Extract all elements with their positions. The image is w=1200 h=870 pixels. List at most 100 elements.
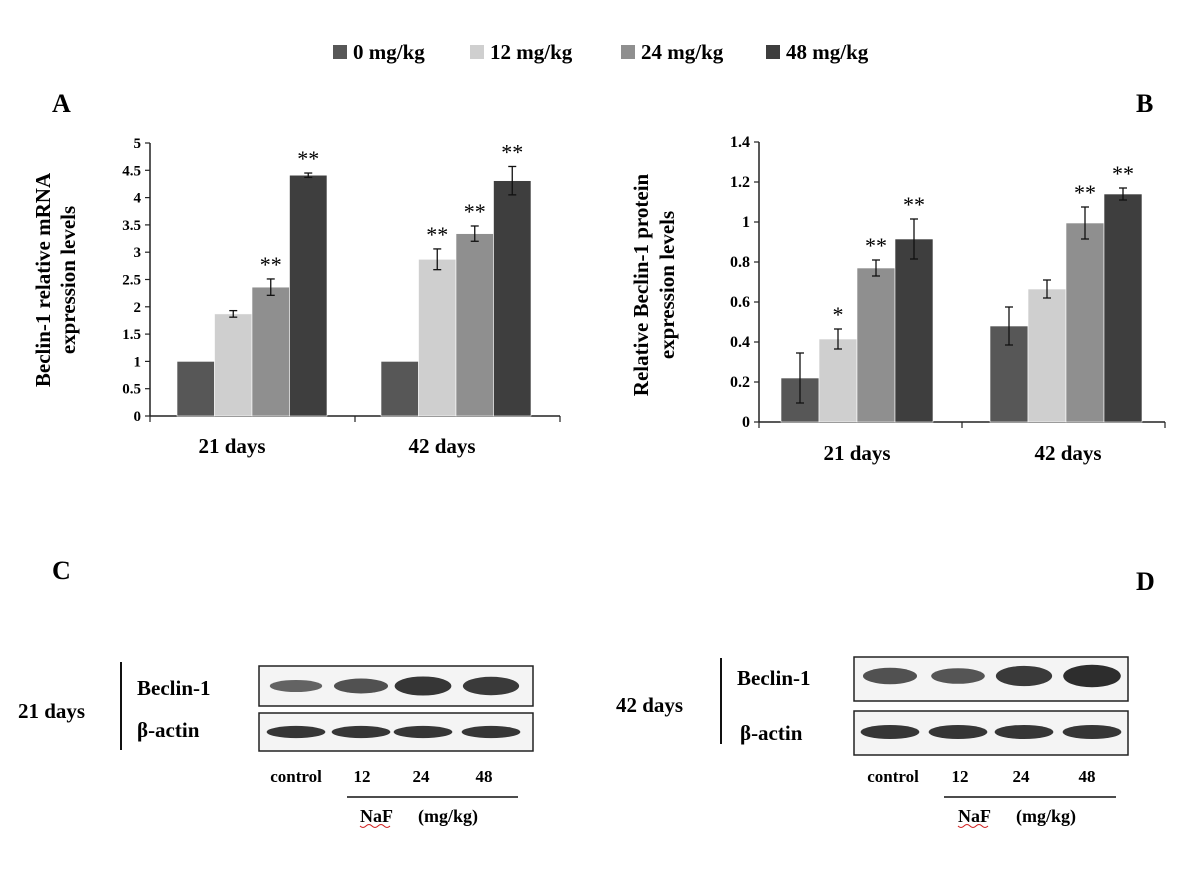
legend-label-1: 12 mg/kg — [490, 40, 573, 64]
beclin-band — [269, 679, 323, 693]
bar — [493, 180, 532, 417]
legend-swatch-0 — [333, 45, 347, 59]
blot-c-lane-3: 48 — [476, 767, 493, 786]
bar — [894, 238, 934, 423]
legend-swatch-3 — [766, 45, 780, 59]
blot-c-lane-0: control — [270, 767, 322, 786]
y-tick-label: 0.4 — [730, 334, 750, 351]
y-tick-label: 1 — [742, 214, 750, 231]
blot-d-row1-label: Beclin-1 — [737, 666, 811, 690]
y-tick-label: 2.5 — [122, 273, 141, 289]
beclin-band — [995, 665, 1053, 687]
significance-label: ** — [865, 233, 887, 258]
bar — [856, 267, 896, 423]
actin-band — [928, 724, 988, 740]
blot-d-unit: (mg/kg) — [1016, 806, 1076, 827]
significance-label: ** — [260, 252, 282, 277]
y-tick-label: 4 — [134, 191, 142, 207]
bar — [214, 313, 253, 417]
panel-label-b: B — [1136, 89, 1153, 118]
blot-c-lane-1: 12 — [354, 767, 371, 786]
y-tick-label: 1.2 — [730, 174, 750, 191]
bar — [1027, 288, 1067, 423]
chart-a: Beclin-1 relative mRNA expression levels… — [31, 136, 561, 458]
legend-item-1: 12 mg/kg — [470, 40, 573, 64]
y-tick-label: 0 — [134, 409, 142, 425]
blot-c-treatment: NaF — [360, 806, 393, 826]
blot-d-treatment: NaF — [958, 806, 991, 826]
bar — [289, 174, 328, 417]
chart-a-ylabel-line2: expression levels — [56, 206, 80, 354]
bar — [380, 361, 419, 417]
significance-label: ** — [1112, 161, 1134, 186]
beclin-band — [462, 676, 520, 696]
legend-item-0: 0 mg/kg — [333, 40, 425, 64]
blot-c-treatment-underline — [359, 824, 391, 828]
beclin-band — [333, 678, 389, 694]
blot-d-row2-label: β-actin — [740, 721, 803, 745]
actin-band — [1062, 724, 1122, 740]
significance-label: ** — [501, 139, 523, 164]
actin-band — [994, 724, 1054, 740]
y-tick-label: 1 — [134, 354, 142, 370]
y-tick-label: 0 — [742, 414, 750, 431]
y-tick-label: 1.4 — [730, 134, 750, 151]
actin-band — [266, 725, 326, 739]
actin-band — [461, 725, 521, 739]
panel-label-d: D — [1136, 567, 1155, 596]
actin-band — [393, 725, 453, 739]
blot-d-lane-0: control — [867, 767, 919, 786]
blot-c-row2-label: β-actin — [137, 718, 200, 742]
legend: 0 mg/kg 12 mg/kg 24 mg/kg 48 mg/kg — [333, 40, 869, 64]
y-tick-label: 0.8 — [730, 254, 750, 271]
bar — [455, 233, 494, 417]
blot-c: 21 days Beclin-1 β-actin control 12 24 4… — [18, 662, 534, 828]
blot-d-treatment-underline — [957, 824, 989, 828]
bar — [176, 361, 215, 417]
bar — [1065, 222, 1105, 423]
bar — [251, 286, 290, 417]
bar — [1103, 193, 1143, 423]
category-label: 42 days — [408, 434, 475, 458]
bar — [818, 338, 858, 423]
blot-c-unit: (mg/kg) — [418, 806, 478, 827]
significance-label: ** — [426, 222, 448, 247]
significance-label: ** — [464, 199, 486, 224]
beclin-band — [1063, 664, 1121, 688]
blot-c-lane-2: 24 — [413, 767, 431, 786]
blot-d-lane-2: 24 — [1013, 767, 1031, 786]
significance-label: ** — [903, 192, 925, 217]
y-tick-label: 2 — [134, 300, 142, 316]
significance-label: * — [833, 302, 844, 327]
chart-b: Relative Beclin-1 protein expression lev… — [629, 134, 1166, 465]
significance-label: ** — [1074, 180, 1096, 205]
panel-label-a: A — [52, 89, 71, 118]
legend-item-3: 48 mg/kg — [766, 40, 869, 64]
beclin-band — [862, 667, 918, 685]
blot-d: 42 days Beclin-1 β-actin control 12 24 4… — [616, 656, 1129, 828]
blot-c-time-label: 21 days — [18, 699, 85, 723]
actin-band — [860, 724, 920, 740]
y-tick-label: 0.6 — [730, 294, 750, 311]
y-tick-label: 3 — [134, 245, 142, 261]
significance-label: ** — [297, 146, 319, 171]
chart-b-ylabel-line1: Relative Beclin-1 protein — [629, 173, 653, 396]
legend-label-2: 24 mg/kg — [641, 40, 724, 64]
actin-band — [331, 725, 391, 739]
y-tick-label: 3.5 — [122, 218, 141, 234]
category-label: 42 days — [1034, 441, 1101, 465]
y-tick-label: 0.5 — [122, 382, 141, 398]
bar — [418, 258, 457, 417]
legend-swatch-1 — [470, 45, 484, 59]
beclin-band — [394, 676, 452, 696]
legend-label-3: 48 mg/kg — [786, 40, 869, 64]
legend-swatch-2 — [621, 45, 635, 59]
category-label: 21 days — [823, 441, 890, 465]
y-tick-label: 4.5 — [122, 163, 141, 179]
panel-label-c: C — [52, 556, 71, 585]
blot-d-lane-1: 12 — [952, 767, 969, 786]
chart-b-ylabel-line2: expression levels — [655, 211, 679, 359]
beclin-band — [931, 668, 985, 684]
y-tick-label: 5 — [134, 136, 142, 152]
